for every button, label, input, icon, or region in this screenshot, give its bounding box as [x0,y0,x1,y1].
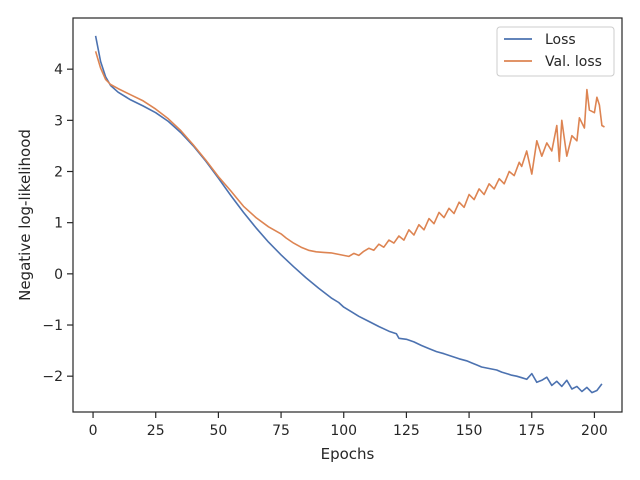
series-layer [94,35,605,394]
x-tick-label: 50 [209,423,227,439]
y-tick-label: −2 [42,369,63,385]
y-axis-label: Negative log-likelihood [16,129,34,301]
x-axis-label: Epochs [321,445,375,463]
x-tick-label: 100 [330,423,357,439]
x-tick-label: 200 [581,423,608,439]
series-line-val-loss [94,51,605,258]
y-tick-label: 3 [54,113,63,129]
legend-label: Val. loss [545,54,602,70]
x-tick-label: 125 [393,423,420,439]
y-tick-label: 1 [54,216,63,232]
y-tick-label: 4 [54,62,63,78]
y-axis-ticks: −2 −1 0 1 2 3 4 [42,62,73,385]
x-tick-label: 150 [456,423,483,439]
y-tick-label: 0 [54,267,63,283]
x-axis-ticks: 0 25 50 75 100 125 150 175 200 [89,412,608,439]
legend-label: Loss [545,32,576,48]
plot-area [72,17,623,413]
x-tick-label: 175 [518,423,545,439]
x-tick-label: 25 [147,423,165,439]
legend: Loss Val. loss [496,26,615,77]
x-tick-label: 75 [272,423,290,439]
y-tick-label: 2 [54,165,63,181]
x-tick-label: 0 [89,423,98,439]
y-tick-label: −1 [42,318,63,334]
